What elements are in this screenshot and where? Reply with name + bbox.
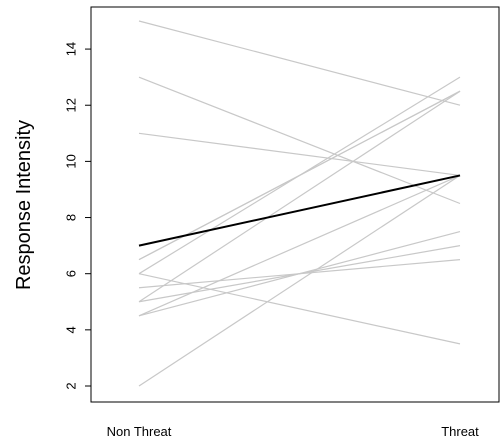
individual-line (138, 230, 461, 317)
y-axis-title: Response Intensity (13, 120, 35, 290)
y-tick-label: 12 (64, 98, 79, 112)
individual-line (138, 76, 461, 205)
x-tick-label: Non Threat (107, 424, 172, 439)
y-tick-label: 8 (64, 214, 79, 221)
y-tick-label: 6 (64, 270, 79, 277)
y-tick-label: 4 (64, 326, 79, 333)
individual-line (138, 20, 461, 106)
individual-line (138, 132, 461, 177)
x-axis-labels: Non Threat Threat (107, 424, 480, 439)
mean-line-group (138, 174, 461, 247)
y-tick-label: 14 (64, 42, 79, 56)
individual-line (138, 174, 461, 317)
y-tick-label: 10 (64, 154, 79, 168)
y-tick-label: 2 (64, 382, 79, 389)
individual-lines (138, 20, 461, 387)
individual-line (138, 273, 461, 345)
mean-line (138, 174, 461, 247)
y-axis: 2 4 6 8 10 12 14 (64, 42, 91, 390)
individual-line (138, 76, 461, 275)
individual-line (138, 174, 461, 387)
x-tick-label: Threat (441, 424, 479, 439)
plot-frame (90, 6, 500, 403)
individual-line (138, 90, 461, 303)
